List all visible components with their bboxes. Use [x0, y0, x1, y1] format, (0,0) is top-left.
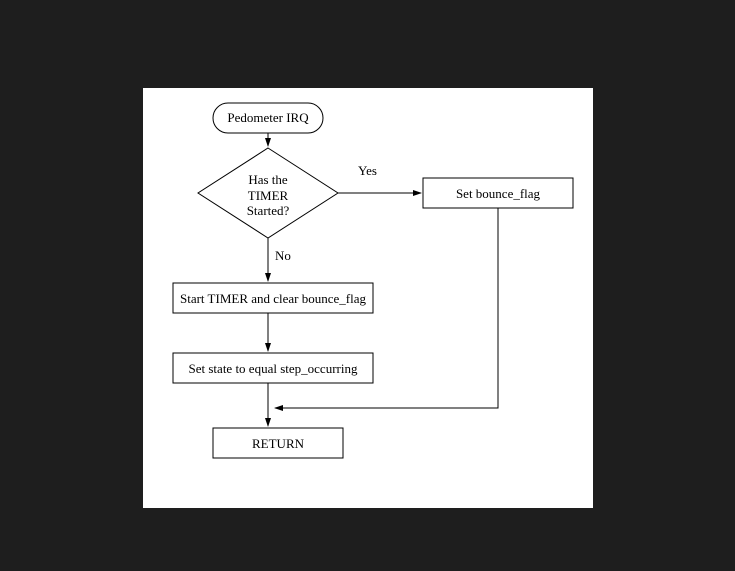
flowchart-svg: [143, 88, 593, 508]
edge-setbounce-return: [275, 208, 498, 408]
node-return: [213, 428, 343, 458]
node-decision: [198, 148, 338, 238]
node-start: [213, 103, 323, 133]
node-set-bounce: [423, 178, 573, 208]
node-set-state: [173, 353, 373, 383]
flowchart-canvas: Pedometer IRQ Has the TIMER Started? Set…: [143, 88, 593, 508]
node-start-timer: [173, 283, 373, 313]
